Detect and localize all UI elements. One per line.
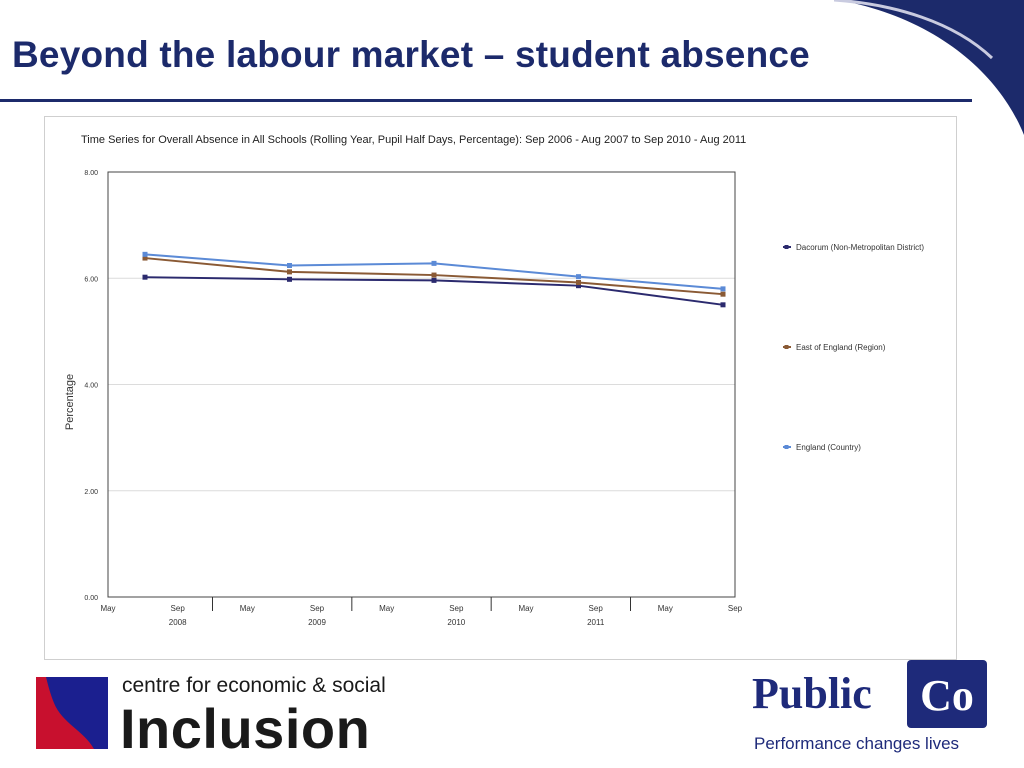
- cesi-logo: centre for economic & social Inclusion: [36, 672, 396, 760]
- x-tick-label: May: [658, 604, 673, 613]
- data-point: [287, 276, 292, 282]
- data-point: [720, 291, 726, 297]
- x-year-label: 2010: [447, 618, 465, 627]
- data-point: [431, 277, 437, 283]
- x-tick-label: Sep: [589, 604, 604, 613]
- data-point: [576, 274, 581, 280]
- data-point: [142, 255, 148, 261]
- y-tick-label: 4.00: [84, 383, 98, 390]
- title-rule: [0, 99, 972, 102]
- cesi-mark-icon: [36, 677, 108, 749]
- legend-swatch-marker: [784, 445, 789, 449]
- publicco-logo: Public Co Performance changes lives: [750, 658, 995, 762]
- data-point: [287, 263, 292, 268]
- corner-swoosh: [834, 0, 1024, 135]
- x-tick-label: Sep: [171, 604, 186, 613]
- data-point: [431, 272, 437, 278]
- x-year-label: 2008: [169, 618, 187, 627]
- y-axis-label: Percentage: [64, 374, 76, 430]
- data-point: [576, 280, 581, 285]
- slide-title: Beyond the labour market – student absen…: [12, 34, 810, 75]
- x-tick-label: Sep: [449, 604, 464, 613]
- cesi-line1: centre for economic & social: [122, 674, 386, 697]
- absence-line-chart: Time Series for Overall Absence in All S…: [64, 134, 924, 627]
- chart-frame: Time Series for Overall Absence in All S…: [44, 116, 957, 660]
- data-point: [287, 269, 292, 275]
- x-year-label: 2011: [587, 618, 605, 627]
- x-year-label: 2009: [308, 618, 326, 627]
- legend-label: England (Country): [796, 443, 861, 452]
- y-tick-label: 6.00: [84, 276, 98, 283]
- x-tick-label: Sep: [310, 604, 325, 613]
- chart-title: Time Series for Overall Absence in All S…: [81, 134, 746, 146]
- x-tick-label: May: [379, 604, 394, 613]
- publicco-public-word: Public: [752, 669, 872, 718]
- data-point: [720, 302, 726, 308]
- x-tick-label: May: [518, 604, 533, 613]
- legend-label: East of England (Region): [796, 343, 886, 352]
- data-point: [142, 251, 148, 257]
- publicco-tagline: Performance changes lives: [754, 734, 960, 753]
- legend-swatch-marker: [784, 345, 789, 349]
- x-tick-label: May: [100, 604, 115, 613]
- cesi-line2: Inclusion: [120, 697, 371, 760]
- legend-label: Dacorum (Non-Metropolitan District): [796, 243, 924, 252]
- data-point: [720, 286, 726, 292]
- plot-border: [107, 171, 736, 598]
- data-point: [576, 283, 581, 289]
- legend-swatch-marker: [784, 245, 789, 249]
- y-tick-label: 2.00: [84, 489, 98, 496]
- y-tick-label: 0.00: [84, 595, 98, 602]
- series-line: [144, 253, 724, 290]
- publicco-co-box: Co: [907, 660, 987, 728]
- publicco-co-word: Co: [920, 671, 974, 720]
- y-tick-label: 8.00: [84, 170, 98, 177]
- x-tick-label: May: [240, 604, 255, 613]
- data-point: [142, 274, 148, 280]
- data-point: [431, 260, 437, 266]
- x-tick-label: Sep: [728, 604, 743, 613]
